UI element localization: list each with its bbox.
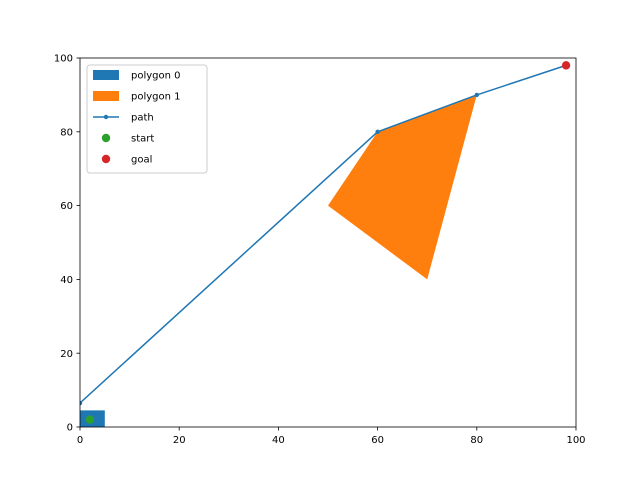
legend-dot-3: [101, 133, 111, 143]
legend-label-1: polygon 1: [131, 92, 181, 103]
path-point-0: [80, 400, 83, 406]
path-line: [80, 64, 568, 405]
y-tick-label: 20: [60, 349, 73, 360]
x-tick-label: 80: [470, 435, 483, 446]
axes: 0 20 40 60 80 100 0 20 40 60 80 100: [54, 54, 586, 446]
y-tick-label: 0: [67, 423, 73, 434]
polygon-1: [328, 94, 477, 280]
legend-label-2: path: [131, 113, 154, 124]
x-tick-label: 100: [566, 435, 585, 446]
legend-swatch-0: [93, 70, 119, 80]
legend-label-4: goal: [131, 155, 152, 166]
x-tick-label: 60: [371, 435, 384, 446]
plot-content: [80, 61, 571, 427]
plot-area: [80, 61, 571, 427]
legend-dot-4: [101, 154, 111, 164]
legend: polygon 0 polygon 1 path start goal: [86, 64, 208, 174]
axes-frame: [79, 57, 577, 428]
legend-label-3: start: [131, 134, 154, 145]
path-point-2: [474, 92, 479, 98]
y-tick-label: 100: [54, 54, 73, 65]
path-point-1: [375, 129, 380, 134]
y-tick-label: 60: [60, 201, 73, 212]
y-tick-label: 40: [60, 275, 73, 286]
goal-marker: [561, 61, 571, 70]
start-marker: [85, 415, 95, 424]
y-tick-label: 80: [60, 127, 73, 138]
x-tick-label: 0: [77, 435, 83, 446]
x-tick-label: 20: [173, 435, 186, 446]
x-tick-label: 40: [272, 435, 285, 446]
legend-line-marker-2: [103, 114, 109, 120]
legend-swatch-1: [93, 91, 119, 101]
legend-label-0: polygon 0: [131, 71, 181, 82]
